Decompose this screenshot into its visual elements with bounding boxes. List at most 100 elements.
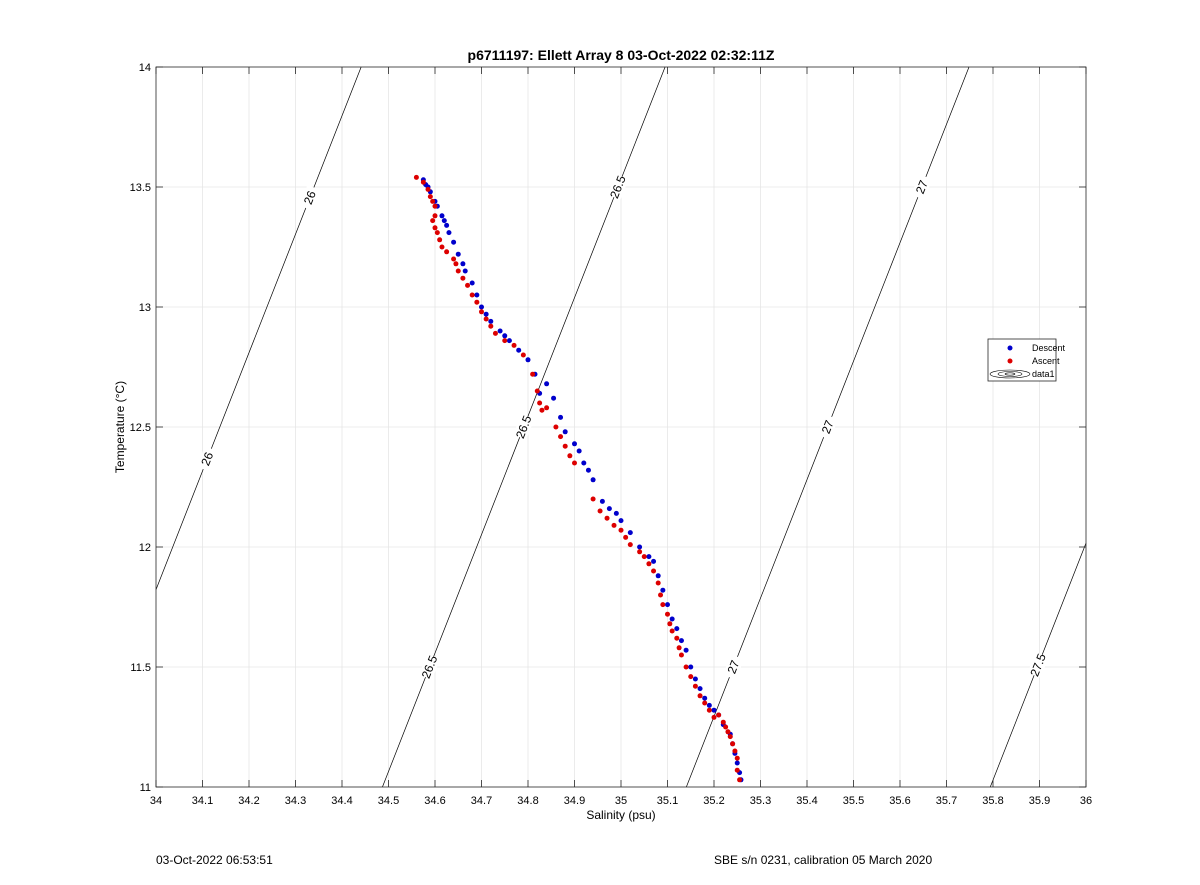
point-descent bbox=[488, 318, 494, 324]
point-ascent bbox=[627, 542, 633, 548]
contour-label-backdrop bbox=[196, 446, 218, 472]
point-ascent bbox=[655, 580, 661, 586]
point-descent bbox=[460, 261, 466, 267]
point-ascent bbox=[676, 645, 682, 651]
point-ascent bbox=[430, 218, 436, 224]
contour-label: 27 bbox=[913, 178, 931, 196]
point-descent bbox=[683, 647, 689, 653]
contour-label: 27 bbox=[724, 658, 742, 676]
point-ascent bbox=[444, 249, 450, 255]
y-tick-label: 12.5 bbox=[130, 422, 151, 434]
point-ascent bbox=[660, 602, 666, 608]
y-tick-label: 13.5 bbox=[130, 182, 151, 194]
point-ascent bbox=[425, 186, 431, 192]
point-ascent bbox=[534, 388, 540, 394]
point-descent bbox=[558, 414, 564, 420]
point-ascent bbox=[706, 707, 712, 713]
point-ascent bbox=[702, 700, 708, 706]
point-ascent bbox=[678, 652, 684, 658]
point-ascent bbox=[437, 237, 443, 243]
point-ascent bbox=[469, 292, 475, 298]
point-descent bbox=[506, 338, 512, 344]
point-ascent bbox=[420, 179, 426, 185]
point-descent bbox=[702, 695, 708, 701]
y-axis-ticks: 11 11.5 12 12.5 13 13.5 14 bbox=[130, 62, 1086, 794]
point-ascent bbox=[730, 741, 736, 747]
footer-calibration: SBE s/n 0231, calibration 05 March 2020 bbox=[714, 853, 933, 867]
point-descent bbox=[441, 218, 447, 224]
point-ascent bbox=[558, 434, 564, 440]
x-tick-label: 34.5 bbox=[378, 795, 399, 807]
x-tick-label: 35.9 bbox=[1029, 795, 1050, 807]
contour-label-backdrop bbox=[299, 184, 321, 211]
point-descent bbox=[692, 676, 698, 682]
point-ascent bbox=[502, 338, 508, 344]
x-tick-label: 35.2 bbox=[703, 795, 724, 807]
point-ascent bbox=[737, 777, 743, 783]
point-ascent bbox=[434, 230, 440, 236]
point-ascent bbox=[641, 554, 647, 560]
point-ascent bbox=[465, 282, 471, 288]
point-descent bbox=[483, 311, 489, 317]
point-descent bbox=[646, 554, 652, 560]
x-tick-label: 34.7 bbox=[471, 795, 492, 807]
point-ascent bbox=[651, 568, 657, 574]
legend-descent-label: Descent bbox=[1032, 343, 1066, 353]
isopycnal-line bbox=[155, 66, 362, 590]
data-points bbox=[413, 174, 744, 783]
point-descent bbox=[599, 498, 605, 504]
point-descent bbox=[706, 702, 712, 708]
point-descent bbox=[655, 573, 661, 579]
point-descent bbox=[497, 328, 503, 334]
x-tick-label: 35.1 bbox=[657, 795, 678, 807]
point-descent bbox=[502, 333, 508, 339]
x-tick-label: 35.6 bbox=[889, 795, 910, 807]
point-ascent bbox=[727, 734, 733, 740]
legend-data1-label: data1 bbox=[1032, 369, 1055, 379]
point-ascent bbox=[637, 549, 643, 555]
point-ascent bbox=[720, 719, 726, 725]
x-tick-label: 36 bbox=[1080, 795, 1092, 807]
point-ascent bbox=[697, 693, 703, 699]
point-descent bbox=[590, 477, 596, 483]
point-ascent bbox=[432, 203, 438, 209]
point-ascent bbox=[474, 299, 480, 305]
point-ascent bbox=[597, 508, 603, 514]
point-ascent bbox=[604, 515, 610, 521]
point-ascent bbox=[688, 674, 694, 680]
point-ascent bbox=[488, 323, 494, 329]
legend: Descent Ascent data1 bbox=[987, 338, 1066, 382]
point-ascent bbox=[732, 748, 738, 754]
contour-label-backdrop bbox=[722, 654, 744, 680]
point-ascent bbox=[432, 213, 438, 219]
x-tick-label: 35 bbox=[615, 795, 627, 807]
x-tick-label: 35.3 bbox=[750, 795, 771, 807]
legend-ascent-marker bbox=[1007, 358, 1013, 364]
point-ascent bbox=[683, 664, 689, 670]
point-descent bbox=[637, 544, 643, 550]
y-tick-label: 12 bbox=[139, 542, 151, 554]
x-tick-label: 34.1 bbox=[192, 795, 213, 807]
point-ascent bbox=[658, 592, 664, 598]
point-descent bbox=[613, 510, 619, 516]
point-descent bbox=[618, 518, 624, 524]
point-ascent bbox=[432, 225, 438, 231]
x-tick-label: 34 bbox=[150, 795, 162, 807]
point-ascent bbox=[567, 453, 573, 459]
contour-label-backdrop bbox=[817, 414, 839, 440]
contour-label-backdrop bbox=[911, 174, 933, 200]
point-descent bbox=[711, 707, 717, 713]
point-ascent bbox=[455, 268, 461, 274]
x-axis-label: Salinity (psu) bbox=[586, 808, 655, 822]
point-descent bbox=[455, 251, 461, 257]
point-descent bbox=[734, 760, 740, 766]
contour-label-backdrop bbox=[607, 174, 629, 200]
legend-ascent-label: Ascent bbox=[1032, 356, 1060, 366]
contour-label: 26 bbox=[301, 189, 319, 207]
point-ascent bbox=[572, 460, 577, 466]
x-tick-label: 35.5 bbox=[843, 795, 864, 807]
point-descent bbox=[678, 638, 684, 644]
point-ascent bbox=[430, 198, 436, 204]
point-descent bbox=[444, 222, 450, 228]
